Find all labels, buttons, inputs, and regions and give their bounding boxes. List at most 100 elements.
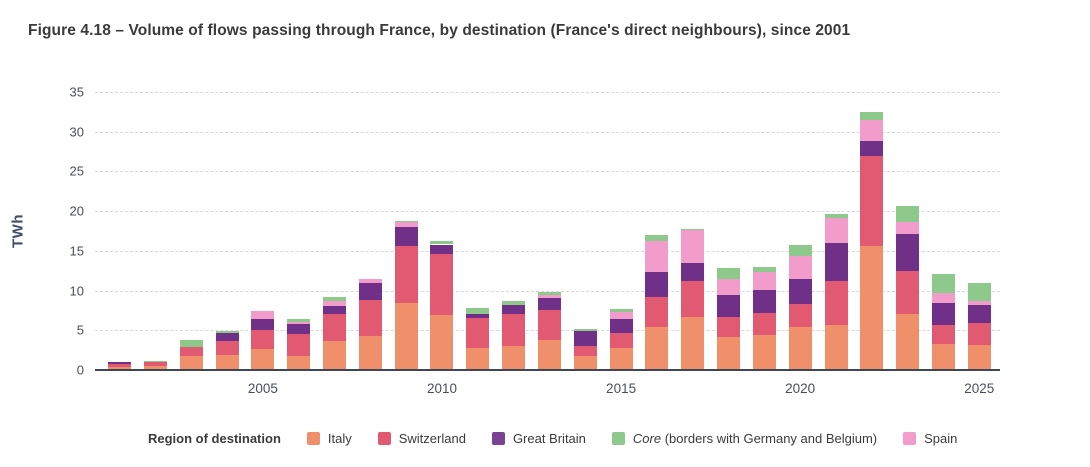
bar-segment-2012-italy bbox=[502, 346, 526, 370]
legend-swatch-core bbox=[611, 431, 625, 445]
bar-segment-2023-switzerland bbox=[896, 270, 920, 314]
bar-segment-2010-great-britain bbox=[430, 244, 454, 255]
legend-label: Italy bbox=[327, 430, 352, 446]
bar-segment-2019-spain bbox=[752, 271, 776, 290]
bar-segment-2006-switzerland bbox=[287, 333, 311, 357]
bar-segment-2025-spain bbox=[967, 300, 991, 305]
legend-label: Great Britain bbox=[512, 430, 586, 446]
bar-segment-2010-italy bbox=[430, 315, 454, 370]
bar-segment-2006-spain bbox=[287, 322, 311, 325]
y-tick-label-30: 30 bbox=[69, 124, 84, 140]
legend-label: Switzerland bbox=[398, 430, 466, 446]
bar-segment-2019-switzerland bbox=[752, 312, 776, 336]
gridline-30 bbox=[95, 131, 1000, 133]
bar-segment-2003-core bbox=[179, 339, 203, 347]
bar-segment-2015-core bbox=[609, 308, 633, 312]
bar-segment-2015-great-britain bbox=[609, 319, 633, 334]
bar-segment-2015-italy bbox=[609, 347, 633, 370]
bar-segment-2009-italy bbox=[394, 303, 418, 370]
legend-item-great-britain: Great Britain bbox=[491, 430, 586, 446]
bar-segment-2021-spain bbox=[824, 218, 848, 243]
bar-segment-2022-core bbox=[860, 111, 884, 120]
bar-segment-2023-core bbox=[896, 205, 920, 223]
bar-segment-2002-core bbox=[143, 361, 167, 363]
bar-segment-2013-core bbox=[537, 291, 561, 296]
figure-title: Figure 4.18 – Volume of flows passing th… bbox=[28, 22, 851, 39]
bar-segment-2008-great-britain bbox=[358, 282, 382, 301]
bar-segment-2022-great-britain bbox=[860, 141, 884, 156]
bar-segment-2024-great-britain bbox=[931, 302, 955, 325]
bar-segment-2013-italy bbox=[537, 339, 561, 370]
bar-segment-2017-spain bbox=[681, 230, 705, 263]
bar-segment-2018-great-britain bbox=[717, 295, 741, 317]
bar-segment-2013-switzerland bbox=[537, 310, 561, 340]
bar-segment-2009-core bbox=[394, 220, 418, 223]
x-tick-label-2015: 2015 bbox=[606, 381, 637, 396]
bar-segment-2025-great-britain bbox=[967, 304, 991, 324]
y-tick-label-35: 35 bbox=[69, 84, 84, 100]
bar-segment-2025-italy bbox=[967, 345, 991, 370]
bar-segment-2007-spain bbox=[323, 300, 347, 307]
bar-segment-2021-core bbox=[824, 213, 848, 219]
bar-segment-2024-switzerland bbox=[931, 324, 955, 344]
bar-segment-2016-spain bbox=[645, 240, 669, 272]
bar-segment-2007-great-britain bbox=[323, 306, 347, 314]
legend-item-spain: Spain bbox=[903, 431, 957, 446]
bar-segment-2004-great-britain bbox=[215, 333, 239, 341]
bar-segment-2024-italy bbox=[931, 343, 955, 370]
bar-segment-2008-spain bbox=[358, 278, 382, 283]
gridline-10 bbox=[95, 290, 1000, 292]
bar-segment-2014-core bbox=[573, 328, 597, 332]
legend-swatch-switzerland bbox=[377, 431, 391, 445]
bar-segment-2005-switzerland bbox=[251, 330, 275, 350]
bar-segment-2021-great-britain bbox=[824, 242, 848, 282]
bar-segment-2003-switzerland bbox=[179, 346, 203, 357]
bar-segment-2012-switzerland bbox=[502, 313, 526, 347]
legend-swatch-great-britain bbox=[491, 431, 505, 445]
bar-segment-2023-great-britain bbox=[896, 234, 920, 271]
bar-segment-2001-italy bbox=[108, 366, 132, 370]
bar-segment-2008-italy bbox=[358, 335, 382, 370]
bar-segment-2021-italy bbox=[824, 324, 848, 370]
bar-segment-2014-great-britain bbox=[573, 331, 597, 347]
bar-segment-2009-spain bbox=[394, 222, 418, 228]
x-axis-line bbox=[95, 369, 1000, 371]
bar-segment-2009-switzerland bbox=[394, 246, 418, 304]
bar-segment-2003-italy bbox=[179, 356, 203, 370]
legend-swatch-italy bbox=[306, 431, 320, 445]
bar-segment-2014-italy bbox=[573, 356, 597, 370]
bar-segment-2005-italy bbox=[251, 349, 275, 370]
bar-segment-2020-core bbox=[788, 244, 812, 257]
bar-segment-2018-core bbox=[717, 268, 741, 279]
bar-segment-2001-switzerland bbox=[108, 363, 132, 367]
gridline-20 bbox=[95, 211, 1000, 213]
y-tick-label-10: 10 bbox=[69, 283, 84, 299]
bar-segment-2020-spain bbox=[788, 256, 812, 279]
bar-segment-2013-spain bbox=[537, 295, 561, 298]
bar-segment-2023-italy bbox=[896, 313, 920, 370]
chart-area: TWh 0 5 10 15 20 25 30 35 2005 2010 2015 2020 2025 bbox=[10, 84, 1000, 396]
legend-item-core: Core (borders with Germany and Belgium) bbox=[611, 431, 877, 446]
legend-item-switzerland: Switzerland bbox=[377, 430, 466, 446]
legend-swatch-spain bbox=[903, 431, 917, 445]
y-tick-label-20: 20 bbox=[69, 203, 84, 219]
bar-segment-2024-core bbox=[931, 274, 955, 294]
bar-segment-2006-great-britain bbox=[287, 324, 311, 334]
y-tick-label-5: 5 bbox=[76, 322, 84, 338]
chart-legend: Region of destination Italy Switzerland Gr… bbox=[148, 424, 957, 452]
bar-segment-2015-spain bbox=[609, 312, 633, 320]
bar-segment-2016-italy bbox=[645, 327, 669, 370]
bar-segment-2009-great-britain bbox=[394, 227, 418, 247]
bar-segment-2007-italy bbox=[323, 341, 347, 370]
bar-segment-2006-italy bbox=[287, 356, 311, 370]
bar-segment-2010-switzerland bbox=[430, 254, 454, 316]
bar-segment-2006-core bbox=[287, 319, 311, 323]
bar-segment-2017-great-britain bbox=[681, 262, 705, 282]
bar-segment-2022-italy bbox=[860, 246, 884, 370]
bar-segment-2018-italy bbox=[717, 336, 741, 370]
bar-segment-2020-italy bbox=[788, 327, 812, 370]
bar-segment-2025-core bbox=[967, 282, 991, 301]
bar-segment-2010-core bbox=[430, 241, 454, 245]
bar-segment-2020-great-britain bbox=[788, 278, 812, 305]
bar-segment-2002-italy bbox=[143, 365, 167, 370]
